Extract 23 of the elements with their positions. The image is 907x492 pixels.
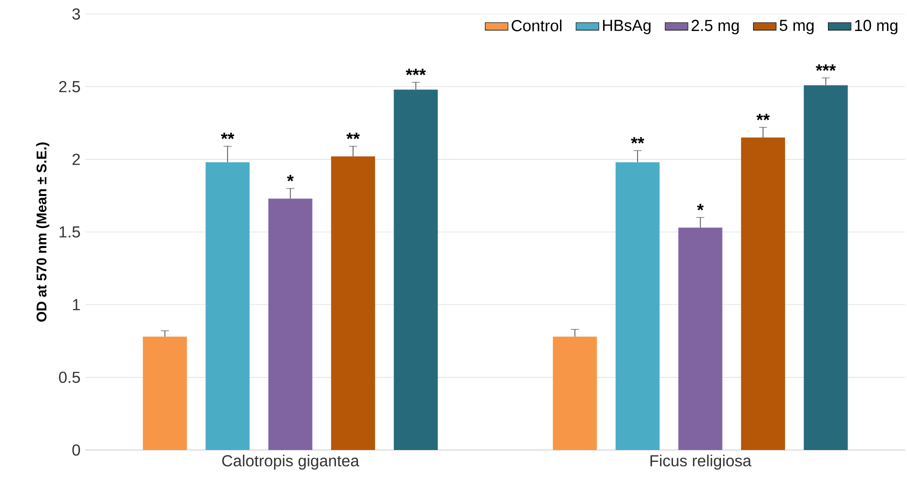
- y-tick-label: 1: [72, 299, 80, 310]
- data-label: **: [630, 137, 644, 144]
- legend-label: 2.5 mg: [692, 20, 739, 34]
- y-tick-label: 2: [72, 154, 80, 165]
- y-tick-label: 2.5: [59, 81, 80, 92]
- y-tick-label: 0: [72, 444, 80, 456]
- y-tick-label: 3: [72, 8, 80, 20]
- y-tick-label: 1.5: [60, 226, 80, 238]
- data-label: **: [756, 114, 770, 120]
- legend-label: 10 mg: [855, 20, 898, 34]
- x-tick-label: Calotropis gigantea: [222, 454, 360, 470]
- data-label: ***: [406, 68, 426, 76]
- y-tick-label: 0.5: [59, 372, 80, 383]
- data-label: *: [287, 174, 294, 182]
- data-label: *: [697, 204, 704, 210]
- data-label: **: [220, 132, 234, 140]
- legend-label: 5 mg: [780, 20, 814, 34]
- x-tick-label: Ficus religiosa: [650, 454, 752, 470]
- y-axis-title: OD at 570 nm (Mean ± S.E.): [36, 142, 50, 322]
- data-label: ***: [816, 64, 836, 71]
- legend-label: Control: [512, 20, 562, 32]
- data-label: **: [346, 132, 360, 140]
- legend-label: HBsAg: [603, 20, 651, 34]
